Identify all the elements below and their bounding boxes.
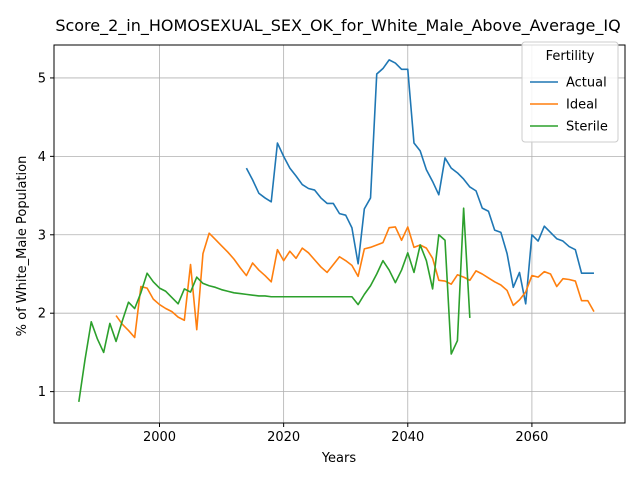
series-lines <box>78 59 595 402</box>
series-line-ideal <box>115 226 595 339</box>
legend-label-sterile: Sterile <box>566 120 608 135</box>
x-tick-label: 2020 <box>267 430 300 445</box>
x-tick-label: 2060 <box>515 430 548 445</box>
x-tick-label: 2000 <box>143 430 176 445</box>
y-tick-label: 4 <box>38 150 46 165</box>
chart-title: Score_2_in_HOMOSEXUAL_SEX_OK_for_White_M… <box>55 16 620 36</box>
legend-label-ideal: Ideal <box>566 98 598 113</box>
legend: Fertility Actual Ideal Sterile <box>521 41 619 143</box>
y-tick-label: 1 <box>38 385 46 400</box>
y-tick-label: 3 <box>38 228 46 243</box>
legend-label-actual: Actual <box>566 76 607 91</box>
y-axis-label: % of White_Male Population <box>15 156 30 337</box>
x-axis-label: Years <box>321 451 357 466</box>
y-tick-label: 2 <box>38 307 46 322</box>
x-tick-label: 2040 <box>391 430 424 445</box>
y-tick-label: 5 <box>38 71 46 86</box>
series-line-sterile <box>78 207 471 402</box>
plot-frame <box>53 44 626 424</box>
legend-box <box>521 41 619 143</box>
axis-ticks: 2000 2020 2040 2060 1 2 3 4 5 <box>38 71 549 445</box>
series-line-actual <box>245 59 594 305</box>
legend-title: Fertility <box>546 49 595 64</box>
